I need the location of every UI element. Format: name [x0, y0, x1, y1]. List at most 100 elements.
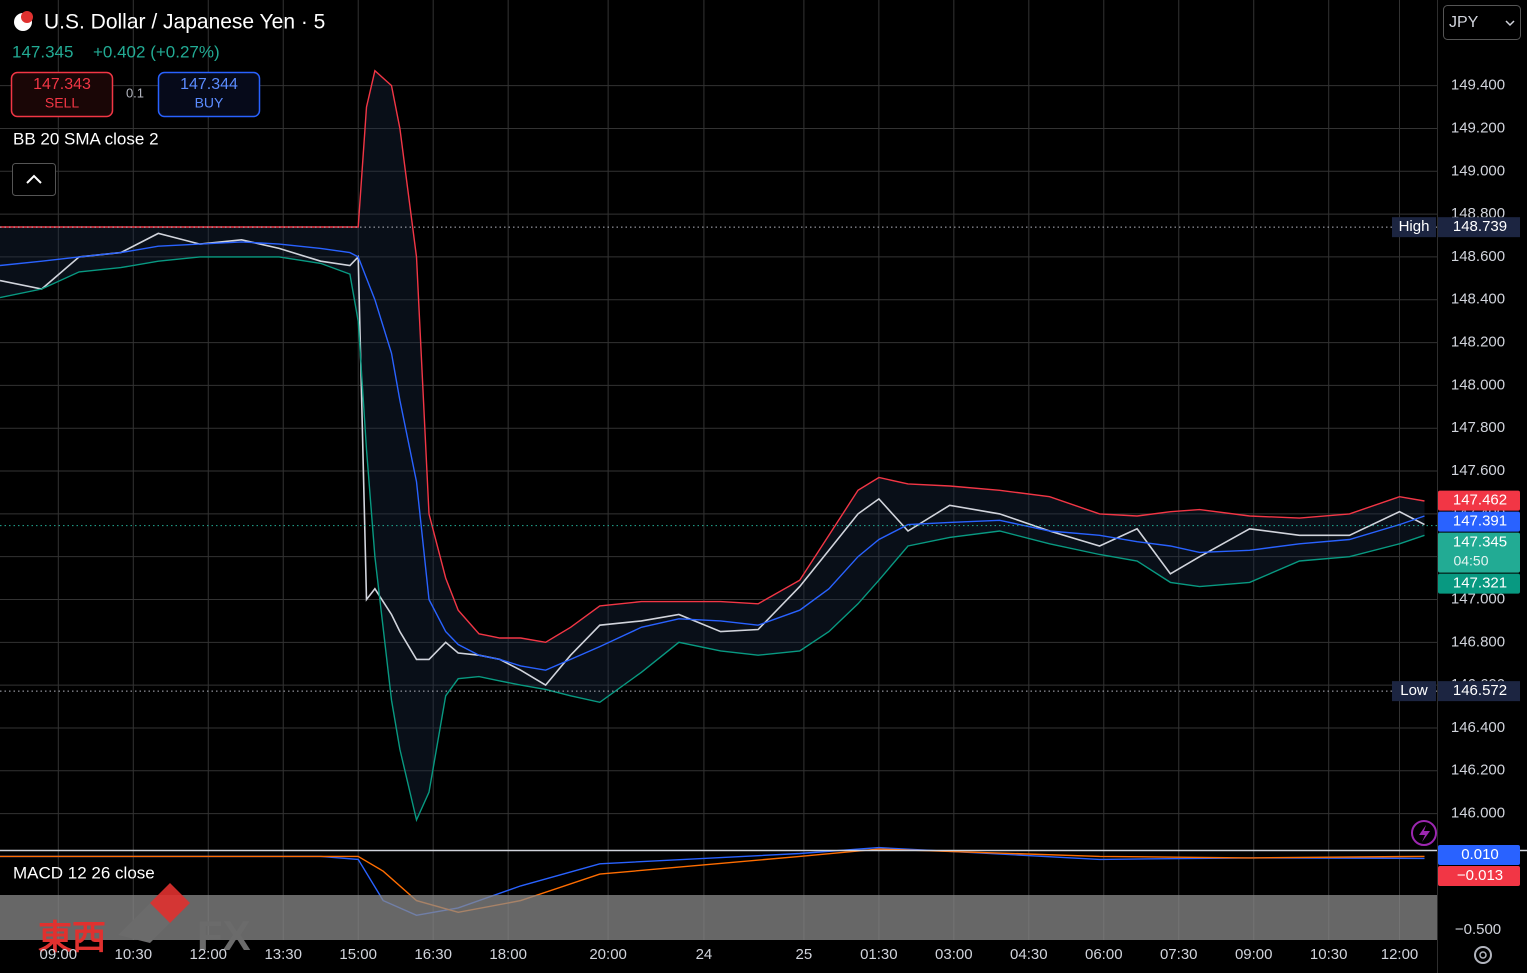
currency-box[interactable] — [1443, 5, 1521, 40]
indicator-label: BB 20 SMA close 2 — [13, 129, 159, 148]
x-tick-label: 03:00 — [935, 946, 973, 963]
logo-shape — [118, 903, 170, 943]
grid-layer — [0, 0, 1437, 940]
sell-label[interactable]: SELL — [45, 95, 79, 111]
x-tick-label: 12:00 — [1381, 946, 1419, 963]
x-tick-label: 20:00 — [589, 946, 627, 963]
x-tick-label: 15:00 — [339, 946, 377, 963]
x-tick-label: 12:00 — [189, 946, 227, 963]
series-line — [0, 232, 1425, 687]
x-tick-label: 10:30 — [115, 946, 153, 963]
settings-icon[interactable] — [1474, 946, 1492, 964]
countdown: 04:50 — [1453, 552, 1488, 568]
value-tag: 147.462 — [1453, 492, 1507, 509]
sell-box[interactable] — [10, 71, 114, 118]
value-tag: 0.010 — [1461, 846, 1499, 863]
y-tick-label: 146.800 — [1451, 633, 1505, 650]
y-tick-label: 146.200 — [1451, 762, 1505, 779]
y-tick-label: 146.400 — [1451, 719, 1505, 736]
y-tick-label: 148.600 — [1451, 248, 1505, 265]
y-tick-label: 148.400 — [1451, 291, 1505, 308]
x-tick-label: 07:30 — [1160, 946, 1198, 963]
lightning-button[interactable] — [1411, 820, 1437, 846]
y-tick-label: 146.000 — [1451, 805, 1505, 822]
value-tag: −0.013 — [1457, 867, 1503, 884]
value-tag-box — [1438, 573, 1520, 594]
marker-value-box — [1438, 681, 1520, 702]
flag-icon — [21, 11, 33, 23]
buy-button[interactable]: 147.344 BUY — [157, 71, 261, 118]
settings-icon[interactable] — [1479, 951, 1487, 959]
value-tag-box — [1438, 490, 1520, 511]
watermark-brand: 東西 — [38, 919, 106, 957]
collapse-box[interactable] — [12, 163, 56, 196]
marker-value-box — [1438, 217, 1520, 238]
marker-label: High — [1399, 218, 1430, 235]
marker-value: 146.572 — [1453, 682, 1507, 699]
currency-select[interactable]: JPY — [1443, 5, 1521, 40]
x-tick-label: 01:30 — [860, 946, 898, 963]
lightning-bolt[interactable] — [1419, 825, 1430, 842]
marker-value: 148.739 — [1453, 218, 1507, 235]
x-tick-label: 09:00 — [1235, 946, 1273, 963]
symbol-title: U.S. Dollar / Japanese Yen · 5 — [44, 11, 325, 34]
logo-shape — [150, 883, 190, 923]
settings-button[interactable] — [1474, 946, 1492, 964]
series-line — [0, 69, 1425, 644]
lightning-icon[interactable] — [1411, 820, 1437, 846]
marker-label-box — [1392, 681, 1436, 702]
y-tick-label: 147.600 — [1451, 462, 1505, 479]
y-tick-label: 147.000 — [1451, 590, 1505, 607]
watermark-logo — [118, 883, 190, 943]
value-tag: 147.391 — [1453, 513, 1507, 530]
y-tick-label: 147.800 — [1451, 419, 1505, 436]
chevron-down[interactable] — [1505, 20, 1515, 27]
watermark-suffix: FX — [197, 912, 251, 959]
x-tick-label: 13:30 — [264, 946, 302, 963]
x-tick-label: 16:30 — [414, 946, 452, 963]
y-tick-label: −0.500 — [1455, 921, 1501, 938]
x-tick-label: 09:00 — [40, 946, 78, 963]
marker-label: Low — [1400, 682, 1428, 699]
buy-price[interactable]: 147.344 — [180, 76, 238, 93]
x-tick-label: 25 — [796, 946, 813, 963]
value-tag-box — [1438, 511, 1520, 532]
watermark-band — [0, 895, 1437, 940]
chevron-up[interactable] — [26, 174, 42, 184]
value-tag: 147.345 — [1453, 534, 1507, 551]
sell-button[interactable]: 147.343 SELL — [10, 71, 114, 118]
y-tick-label: 148.000 — [1451, 376, 1505, 393]
value-tag: 147.321 — [1453, 575, 1507, 592]
lot-size[interactable]: 0.1 — [126, 85, 144, 100]
series-line — [0, 256, 1425, 823]
x-tick-label: 24 — [696, 946, 713, 963]
plot-layer — [0, 69, 1437, 917]
y-tick-label: 149.000 — [1451, 162, 1505, 179]
series-line — [0, 846, 1425, 917]
x-tick-label: 04:30 — [1010, 946, 1048, 963]
x-tick-label: 10:30 — [1310, 946, 1348, 963]
x-tick-label: 06:00 — [1085, 946, 1123, 963]
sell-price[interactable]: 147.343 — [33, 76, 91, 93]
last-price: 147.345 — [12, 42, 73, 61]
value-tag-box — [1438, 844, 1520, 865]
y-tick-label: 149.400 — [1451, 77, 1505, 94]
marker-label-box — [1392, 217, 1436, 238]
series-line — [0, 241, 1425, 671]
collapse-button[interactable] — [12, 163, 56, 196]
value-tag-box — [1438, 865, 1520, 886]
buy-box[interactable] — [157, 71, 261, 118]
value-tag-box — [1438, 532, 1520, 573]
price-change: +0.402 (+0.27%) — [93, 42, 220, 61]
buy-label[interactable]: BUY — [195, 95, 224, 111]
y-tick-label: 149.200 — [1451, 119, 1505, 136]
x-tick-label: 18:00 — [489, 946, 527, 963]
currency-label[interactable]: JPY — [1449, 14, 1479, 31]
indicator-label: MACD 12 26 close — [13, 863, 155, 882]
symbol-header: U.S. Dollar / Japanese Yen · 5 147.345 +… — [12, 11, 325, 62]
y-tick-label: 148.200 — [1451, 334, 1505, 351]
axis-layer: 146.000146.200146.400146.600146.800147.0… — [40, 77, 1520, 963]
